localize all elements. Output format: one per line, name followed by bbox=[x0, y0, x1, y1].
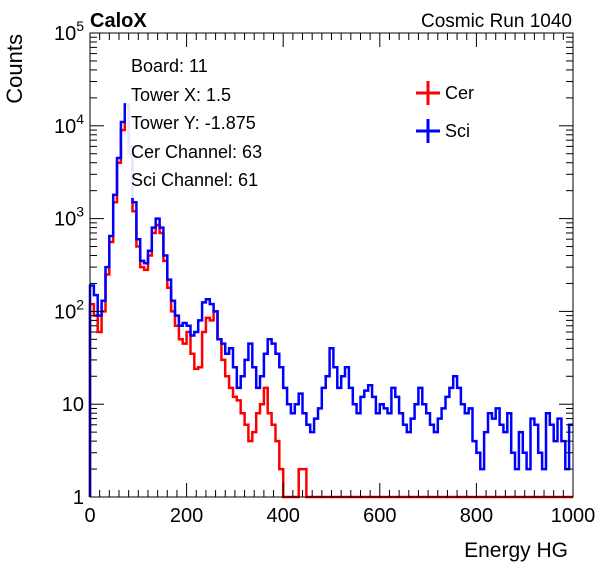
x-tick-label: 600 bbox=[363, 505, 396, 527]
y-tick-label: 1 bbox=[73, 487, 84, 509]
info-tower-x: Tower X: 1.5 bbox=[131, 85, 231, 105]
y-tick-label: 104 bbox=[54, 111, 84, 138]
series-line-sci bbox=[88, 103, 573, 497]
info-board: Board: 11 bbox=[131, 56, 208, 76]
x-axis-label: Energy HG bbox=[464, 539, 568, 562]
y-tick-label: 10 bbox=[62, 394, 84, 416]
x-tick-label: 1000 bbox=[551, 505, 596, 527]
legend-label-cer: Cer bbox=[445, 83, 474, 103]
x-tick-label: 200 bbox=[170, 505, 203, 527]
info-box-background bbox=[126, 50, 360, 198]
legend-label-sci: Sci bbox=[445, 121, 470, 141]
legend-marker-sci bbox=[416, 119, 440, 143]
experiment-label: CaloX bbox=[90, 10, 147, 32]
x-tick-label: 400 bbox=[267, 505, 300, 527]
legend-marker-cer bbox=[416, 81, 440, 105]
y-tick-label: 105 bbox=[54, 18, 84, 45]
y-tick-label: 102 bbox=[54, 296, 84, 323]
axes: 0 200 400 600 800 1000 1 10 102 103 104 105 bbox=[54, 18, 595, 527]
info-sci-channel: Sci Channel: 61 bbox=[131, 170, 258, 190]
info-tower-y: Tower Y: -1.875 bbox=[131, 113, 256, 133]
run-label: Cosmic Run 1040 bbox=[421, 11, 572, 32]
x-tick-label: 800 bbox=[460, 505, 493, 527]
info-box: Board: 11 Tower X: 1.5 Tower Y: -1.875 C… bbox=[126, 50, 360, 198]
y-tick-label: 103 bbox=[54, 204, 84, 231]
x-tick-label: 0 bbox=[84, 505, 95, 527]
legend: Cer Sci bbox=[416, 81, 474, 143]
y-axis-label: Counts bbox=[2, 34, 27, 104]
info-cer-channel: Cer Channel: 63 bbox=[131, 142, 262, 162]
